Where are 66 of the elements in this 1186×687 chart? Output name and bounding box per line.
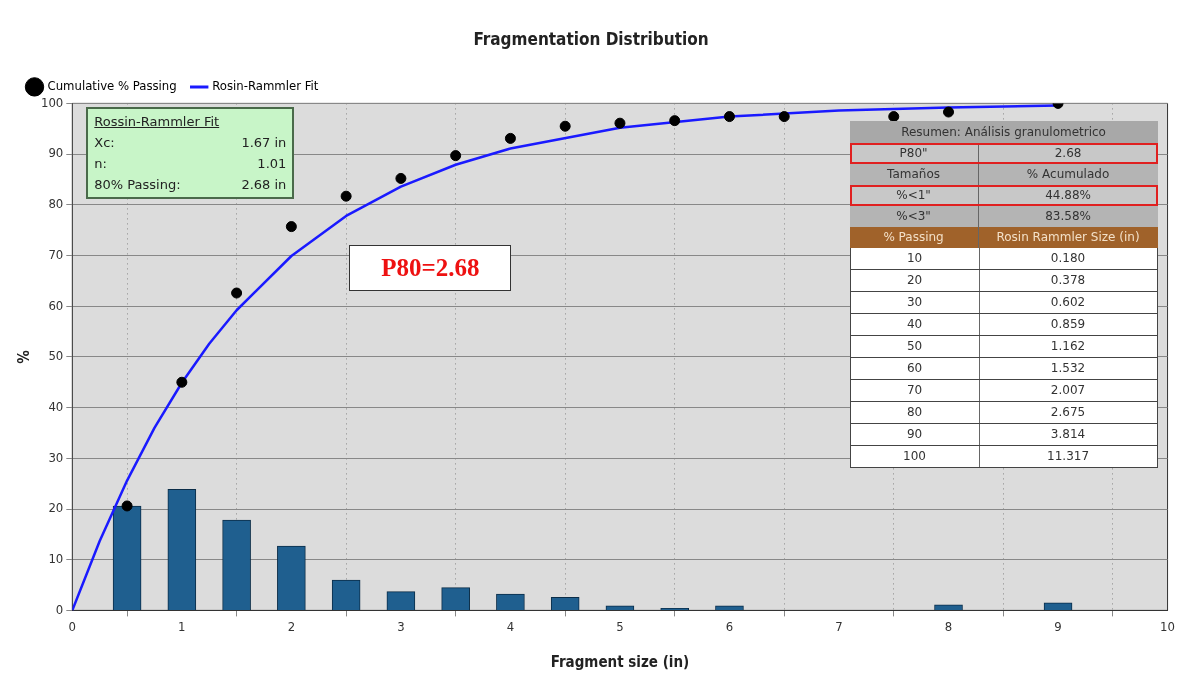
annotation: 83.58% [1044, 208, 1092, 226]
annotation: %<1" [849, 185, 979, 207]
annotation: 0.859 [1049, 316, 1087, 334]
legend-label: Rosin-Rammler Fit [212, 78, 319, 94]
p80-note-box: P80=2.68 [349, 245, 512, 292]
annotation: Xc: [94, 134, 115, 153]
y-tick-label: 90 [48, 145, 64, 161]
annotation: 1.67 in [241, 134, 287, 153]
x-tick-label: 10 [1160, 618, 1176, 634]
x-tick-label: 0 [68, 618, 77, 634]
x-tick-label: 3 [397, 618, 405, 634]
x-tick-label: 8 [944, 618, 953, 634]
annotation: Rosin Rammler Size (in) [995, 229, 1141, 247]
y-tick-label: 100 [40, 94, 64, 110]
annotation: %<3" [849, 206, 979, 228]
annotation: 90 [850, 424, 980, 446]
annotation: 1.01 [257, 155, 287, 174]
x-tick-label: 4 [506, 618, 515, 634]
x-tick-label: 2 [287, 618, 296, 634]
annotation: 60 [850, 358, 980, 380]
x-axis-title: Fragment size (in) [550, 652, 690, 671]
annotation: 100 [850, 446, 980, 468]
y-tick-label: 30 [48, 449, 64, 465]
y-tick-label: 70 [48, 246, 64, 262]
y-tick-label: 60 [48, 297, 64, 313]
annotation: Tamaños [849, 164, 979, 186]
annotation: 1.532 [1049, 360, 1087, 378]
annotation: % Passing [849, 227, 979, 249]
annotation: 2.675 [1049, 404, 1087, 422]
annotation: 10 [850, 248, 980, 270]
annotation: 40 [850, 314, 980, 336]
y-tick-label: 80 [48, 196, 64, 212]
annotation: 2.68 [1053, 145, 1083, 163]
annotation: 0.180 [1049, 250, 1087, 268]
x-tick-label: 5 [616, 618, 624, 634]
annotation: 11.317 [1046, 448, 1091, 466]
annotation: 20 [850, 270, 980, 292]
annotation: n: [94, 155, 107, 174]
annotation: 1.162 [1049, 338, 1087, 356]
annotation: 80% Passing: [94, 176, 181, 195]
y-tick-label: 10 [48, 551, 64, 567]
x-tick-label: 7 [835, 618, 843, 634]
annotation: Rossin-Rammler Fit [94, 113, 221, 132]
legend-label: Cumulative % Passing [47, 78, 177, 94]
x-tick-label: 9 [1054, 618, 1062, 634]
annotation: Resumen: Análisis granulometrico [849, 121, 1158, 144]
annotation: 2.68 in [241, 176, 287, 195]
annotation: 0.602 [1049, 294, 1087, 312]
annotation: 44.88% [1044, 187, 1092, 205]
annotation: 3.814 [1049, 426, 1087, 444]
annotation: 0.378 [1049, 272, 1087, 290]
y-tick-label: 50 [48, 348, 64, 364]
annotation: 50 [850, 336, 980, 358]
y-tick-label: 40 [48, 398, 64, 414]
y-axis-title: % [14, 349, 33, 364]
annotation: 70 [850, 380, 980, 402]
y-tick-label: 0 [55, 601, 64, 617]
annotation: % Acumulado [1025, 166, 1111, 184]
y-tick-label: 20 [48, 500, 64, 516]
annotation: P80" [849, 143, 979, 165]
annotation: 2.007 [1049, 382, 1087, 400]
annotation: 80 [850, 402, 980, 424]
annotation: 30 [850, 292, 980, 314]
chart-title: Fragmentation Distribution [473, 28, 709, 49]
x-tick-label: 1 [178, 618, 186, 634]
x-tick-label: 6 [725, 618, 734, 634]
